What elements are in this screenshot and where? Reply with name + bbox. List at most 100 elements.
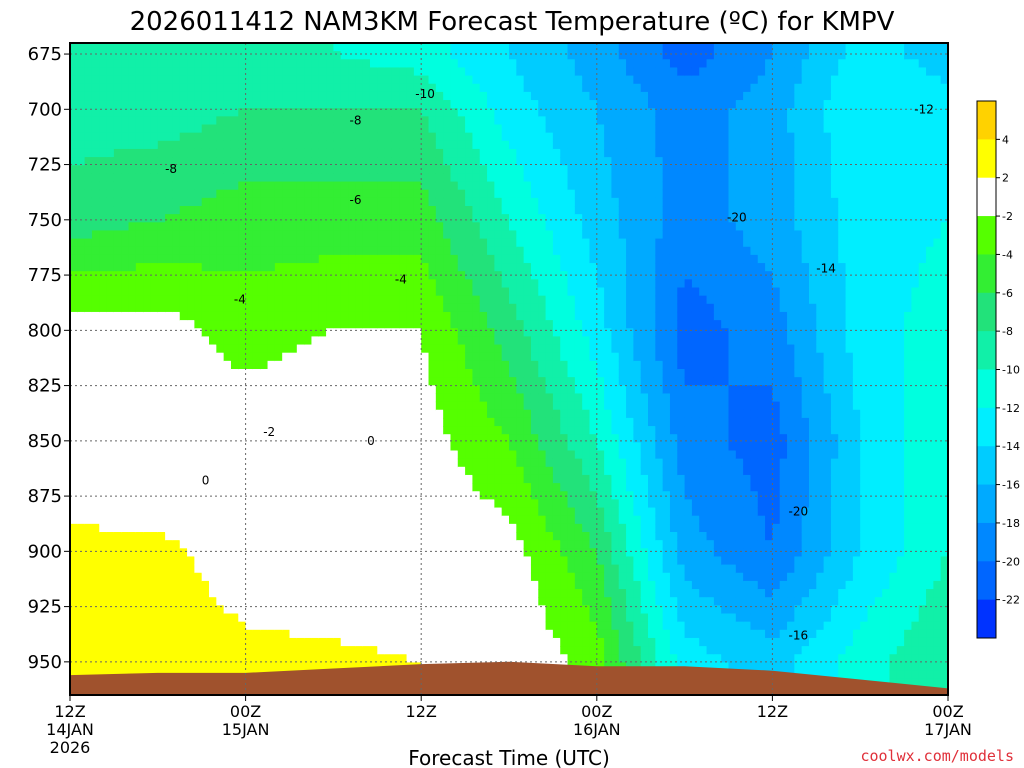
heat-cell: [128, 287, 137, 297]
heat-cell: [435, 189, 444, 199]
heat-cell: [487, 108, 495, 117]
heat-cell: [443, 540, 452, 549]
heat-cell: [362, 59, 371, 69]
heat-cell: [509, 654, 517, 663]
heat-cell: [223, 523, 232, 533]
heat-cell: [457, 67, 466, 77]
heat-cell: [274, 132, 283, 142]
heat-cell: [362, 214, 371, 223]
heat-cell: [340, 426, 349, 435]
heat-cell: [391, 409, 400, 419]
heat-cell: [165, 352, 174, 362]
heat-cell: [135, 263, 144, 272]
heat-cell: [238, 124, 247, 134]
heat-cell: [91, 654, 100, 663]
heat-cell: [70, 83, 78, 93]
heat-cell: [333, 336, 342, 346]
heat-cell: [260, 589, 269, 598]
heat-cell: [391, 417, 400, 427]
heat-cell: [326, 91, 334, 101]
heat-cell: [399, 124, 408, 134]
heat-cell: [84, 344, 93, 354]
heat-cell: [296, 189, 305, 199]
heat-cell: [465, 491, 474, 500]
heat-cell: [472, 295, 481, 305]
heat-cell: [377, 369, 386, 378]
heat-cell: [435, 132, 444, 142]
heat-cell: [267, 287, 276, 297]
heat-cell: [340, 491, 349, 500]
heat-cell: [384, 132, 393, 142]
heat-cell: [150, 523, 159, 533]
heat-cell: [194, 474, 203, 484]
heat-cell: [494, 589, 503, 598]
heat-cell: [501, 100, 510, 109]
heat-cell: [479, 564, 488, 574]
heat-cell: [77, 67, 86, 77]
heat-cell: [435, 523, 444, 533]
heat-cell: [106, 157, 115, 166]
heat-cell: [289, 580, 298, 590]
heat-cell: [121, 466, 130, 476]
heat-cell: [399, 295, 408, 305]
heat-cell: [369, 548, 378, 558]
heat-cell: [340, 108, 349, 117]
heat-cell: [106, 613, 115, 623]
heat-cell: [282, 59, 291, 69]
heat-cell: [113, 548, 122, 558]
heat-cell: [106, 246, 115, 256]
heat-cell: [179, 140, 188, 150]
heat-cell: [494, 458, 503, 468]
heat-cell: [472, 132, 481, 142]
heat-cell: [406, 409, 415, 419]
heat-cell: [157, 483, 166, 492]
heat-cell: [304, 254, 313, 264]
heat-cell: [260, 654, 269, 663]
heat-cell: [113, 189, 122, 199]
heat-cell: [121, 360, 130, 370]
heat-cell: [113, 51, 122, 60]
heat-cell: [128, 230, 137, 240]
heat-cell: [318, 369, 327, 378]
heat-cell: [282, 344, 291, 354]
heat-cell: [252, 83, 261, 93]
heat-cell: [150, 108, 159, 117]
heat-cell: [516, 124, 525, 134]
heat-cell: [157, 548, 166, 558]
heat-cell: [443, 393, 452, 403]
heat-cell: [223, 426, 232, 435]
heat-cell: [187, 189, 195, 199]
heat-cell: [282, 393, 291, 403]
heat-cell: [157, 303, 166, 313]
heat-cell: [113, 181, 122, 191]
heat-cell: [201, 369, 210, 378]
heat-cell: [289, 377, 298, 386]
heat-cell: [509, 548, 517, 558]
heat-cell: [391, 580, 400, 590]
heat-cell: [443, 59, 452, 69]
heat-cell: [523, 320, 532, 329]
heat-cell: [70, 51, 78, 60]
heat-cell: [509, 108, 517, 117]
heat-cell: [296, 580, 305, 590]
heat-cell: [260, 580, 269, 590]
heat-cell: [333, 377, 342, 386]
heat-cell: [187, 409, 195, 419]
heat-cell: [421, 189, 430, 199]
heat-cell: [238, 287, 247, 297]
heat-cell: [289, 613, 298, 623]
heat-cell: [209, 646, 217, 655]
heat-cell: [465, 287, 474, 297]
heat-cell: [523, 214, 532, 223]
heat-cell: [267, 540, 276, 549]
heat-cell: [362, 646, 371, 655]
heat-cell: [157, 254, 166, 264]
heat-cell: [369, 132, 378, 142]
heat-cell: [465, 214, 474, 223]
heat-cell: [421, 580, 430, 590]
heat-cell: [377, 254, 386, 264]
heat-cell: [472, 263, 481, 272]
heat-cell: [296, 271, 305, 280]
heat-cell: [84, 67, 93, 77]
heat-cell: [70, 499, 78, 509]
